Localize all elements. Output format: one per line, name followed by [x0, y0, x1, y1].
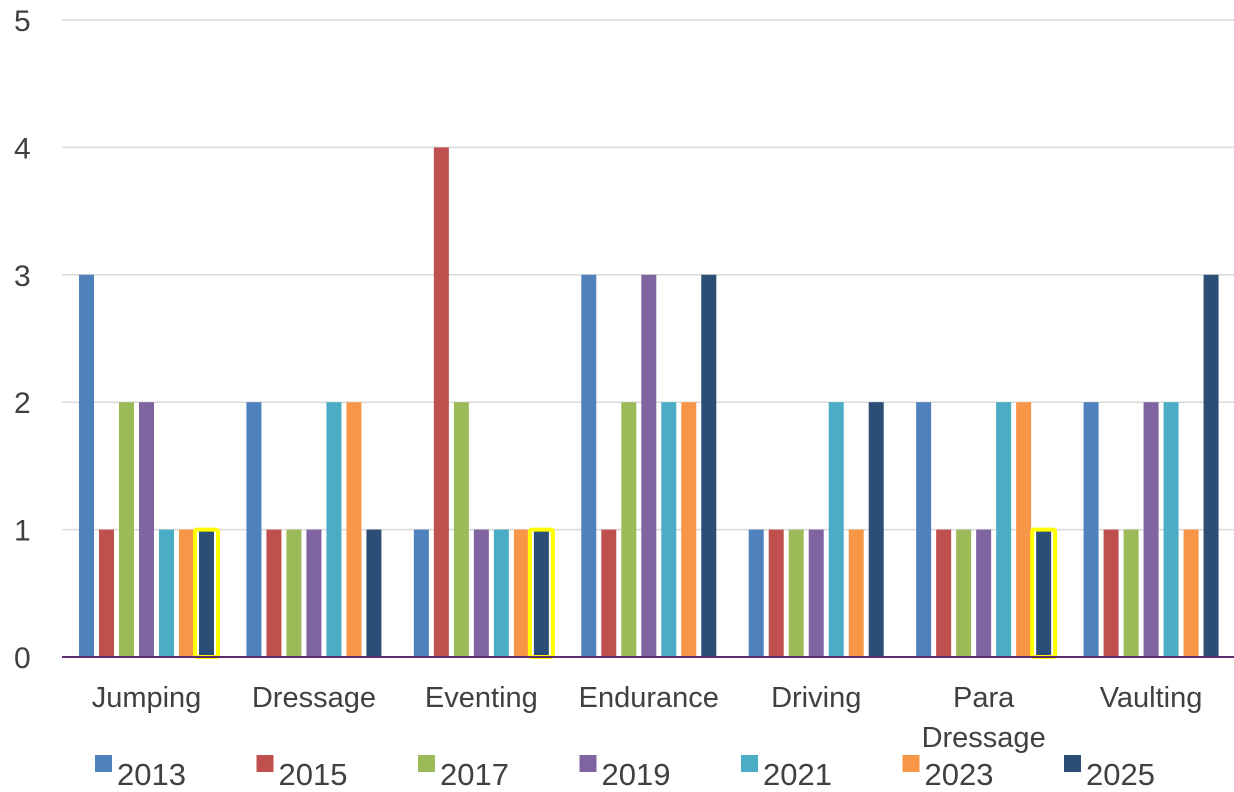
y-tick-label: 3 — [14, 260, 31, 293]
legend-swatch — [418, 755, 435, 772]
bar-2015-para-dressage — [936, 529, 952, 657]
legend-label: 2023 — [925, 757, 994, 792]
category-labels: Jumping Dressage Eventing Endurance Driving P… — [92, 682, 1203, 754]
bar-2013-vaulting — [1083, 402, 1099, 657]
bar-2013-para-dressage — [916, 402, 932, 657]
bar-2023-dressage — [346, 402, 362, 657]
category-label: Jumping — [92, 682, 202, 714]
legend-label: 2013 — [117, 757, 186, 792]
bar-2021-vaulting — [1163, 402, 1179, 657]
legend-label: 2015 — [279, 757, 348, 792]
bar-2019-eventing — [473, 529, 489, 657]
y-tick-label: 5 — [14, 5, 31, 38]
bar-2019-vaulting — [1143, 402, 1159, 657]
legend: 2013 2015 2017 2019 2021 2023 2025 — [95, 755, 1155, 792]
bar-2019-driving — [808, 529, 824, 657]
bar-2013-driving — [748, 529, 764, 657]
bar-2025-para-dressage — [1036, 529, 1052, 657]
bar-2017-endurance — [621, 402, 637, 657]
bar-2021-jumping — [159, 529, 174, 657]
bar-2015-dressage — [266, 529, 282, 657]
bar-2021-endurance — [661, 402, 677, 657]
bar-2023-driving — [848, 529, 864, 657]
bar-2021-eventing — [493, 529, 509, 657]
bar-2025-vaulting — [1203, 274, 1219, 657]
legend-label: 2019 — [602, 757, 671, 792]
bar-2015-vaulting — [1103, 529, 1119, 657]
legend-label: 2025 — [1086, 757, 1155, 792]
bar-2013-endurance — [581, 274, 597, 657]
bar-2025-jumping — [199, 529, 214, 657]
y-axis-ticks: 0 1 2 3 4 5 — [14, 5, 31, 675]
bar-2015-endurance — [601, 529, 617, 657]
bar-2021-dressage — [326, 402, 342, 657]
bar-2013-dressage — [246, 402, 262, 657]
legend-swatch — [256, 755, 274, 772]
bar-2015-eventing — [433, 147, 449, 657]
bar-2015-jumping — [99, 529, 114, 657]
legend-swatch — [1064, 755, 1081, 772]
y-tick-label: 0 — [14, 642, 31, 675]
category-label: Eventing — [425, 682, 538, 714]
y-tick-label: 2 — [14, 387, 31, 420]
bar-2017-eventing — [453, 402, 469, 657]
bar-2025-driving — [868, 402, 884, 657]
bar-2019-dressage — [306, 529, 322, 657]
legend-swatch — [741, 755, 758, 772]
bar-2019-para-dressage — [976, 529, 992, 657]
legend-swatch — [579, 755, 597, 772]
category-label: Driving — [771, 682, 861, 714]
y-tick-label: 1 — [14, 515, 31, 548]
bar-2017-dressage — [286, 529, 302, 657]
category-label: Dressage — [922, 722, 1046, 754]
bar-2023-endurance — [681, 402, 697, 657]
bar-2013-eventing — [413, 529, 429, 657]
category-label: Endurance — [579, 682, 719, 714]
bar-2021-para-dressage — [996, 402, 1012, 657]
bar-2025-endurance — [701, 274, 717, 657]
bar-2013-jumping — [79, 274, 94, 657]
bar-2019-jumping — [139, 402, 154, 657]
bar-2025-dressage — [366, 529, 382, 657]
y-tick-label: 4 — [14, 132, 31, 165]
bar-2023-para-dressage — [1016, 402, 1032, 657]
bar-2017-jumping — [119, 402, 134, 657]
legend-swatch — [902, 755, 920, 772]
bar-2015-driving — [768, 529, 784, 657]
bar-2021-driving — [828, 402, 844, 657]
bar-2019-endurance — [641, 274, 657, 657]
bar-2017-vaulting — [1123, 529, 1139, 657]
bar-2025-eventing — [533, 529, 549, 657]
bar-2023-vaulting — [1183, 529, 1199, 657]
category-label: Para — [953, 682, 1015, 714]
bars — [79, 147, 1219, 657]
legend-label: 2017 — [440, 757, 509, 792]
bar-2023-eventing — [513, 529, 529, 657]
legend-label: 2021 — [763, 757, 832, 792]
category-label: Dressage — [252, 682, 376, 714]
bar-2017-para-dressage — [956, 529, 972, 657]
bar-2023-jumping — [179, 529, 194, 657]
category-label: Vaulting — [1100, 682, 1203, 714]
legend-swatch — [95, 755, 112, 772]
bar-2017-driving — [788, 529, 804, 657]
